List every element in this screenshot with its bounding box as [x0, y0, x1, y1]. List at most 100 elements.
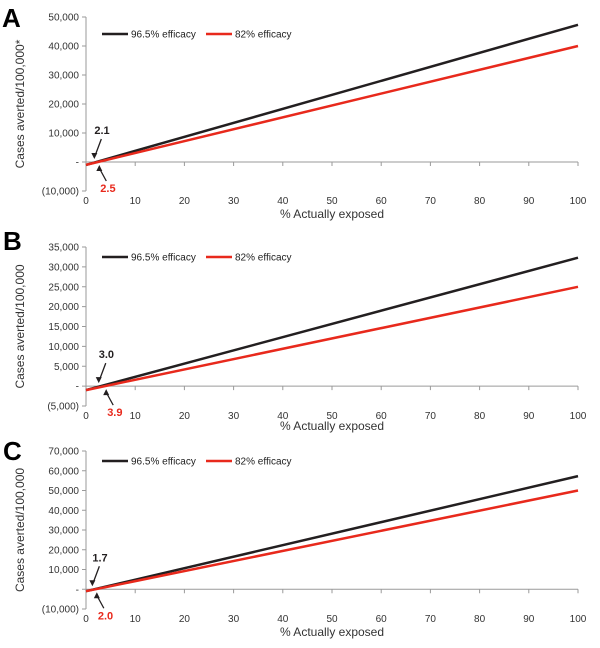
series-line-red [85, 489, 579, 593]
y-tick-label: (10,000) [42, 605, 79, 616]
y-tick-label: 30,000 [48, 71, 79, 82]
x-tick-label: 20 [179, 411, 191, 422]
x-tick-label: 80 [474, 614, 486, 625]
y-tick-label: 10,000 [48, 565, 79, 576]
x-tick-label: 90 [523, 614, 535, 625]
annotation-label: 2.1 [94, 125, 109, 137]
annotation-arrow-head [103, 389, 110, 396]
y-axis-title: Cases averted/100,000 [13, 468, 27, 592]
x-axis-title: % Actually exposed [280, 207, 384, 221]
x-tick-label: 40 [277, 196, 289, 207]
annotation-arrow-shaft [99, 362, 107, 380]
x-tick-label: 40 [277, 614, 289, 625]
x-tick-label: 10 [130, 411, 142, 422]
y-tick-label: - [76, 382, 79, 393]
x-tick-label: 50 [326, 614, 338, 625]
x-tick-label: 100 [570, 196, 587, 207]
x-tick-label: 30 [228, 614, 240, 625]
legend-label: 96.5% efficacy [131, 253, 196, 264]
x-tick-label: 20 [179, 196, 191, 207]
x-tick-label: 80 [474, 196, 486, 207]
annotation-arrow-shaft [97, 596, 105, 609]
annotation-arrow-shaft [94, 138, 102, 156]
legend-label: 96.5% efficacy [131, 457, 196, 468]
y-tick-label: (10,000) [42, 187, 79, 198]
y-tick-label: 20,000 [48, 545, 79, 556]
panel-letter: C [3, 436, 22, 466]
x-axis-title: % Actually exposed [280, 419, 384, 433]
series-line-black [85, 23, 579, 167]
annotation-label: 2.5 [100, 183, 115, 195]
annotation-arrow-head [95, 377, 102, 384]
panel-letter: A [2, 3, 21, 33]
x-tick-label: 0 [83, 411, 89, 422]
y-tick-label: 20,000 [48, 100, 79, 111]
chart-panel-a: A (10,000) - 10,000 20,000 30,000 40,000 50,000… [2, 3, 587, 221]
series-line-black [85, 474, 579, 593]
y-tick-label: 5,000 [54, 362, 79, 373]
y-tick-label: 15,000 [48, 322, 79, 333]
y-tick-label: 20,000 [48, 302, 79, 313]
legend-label: 82% efficacy [235, 457, 292, 468]
y-tick-label: (5,000) [47, 402, 79, 413]
x-axis-title: % Actually exposed [280, 625, 384, 639]
annotation-arrow-head [89, 580, 96, 587]
x-tick-label: 50 [326, 411, 338, 422]
x-tick-label: 100 [570, 411, 587, 422]
x-tick-label: 100 [570, 614, 587, 625]
y-tick-label: 10,000 [48, 342, 79, 353]
y-tick-label: - [76, 158, 79, 169]
y-tick-label: 25,000 [48, 282, 79, 293]
x-tick-label: 20 [179, 614, 191, 625]
y-axis-title: Cases averted/100,000 [13, 264, 27, 388]
series-line-red [85, 44, 579, 167]
x-tick-label: 60 [376, 614, 388, 625]
legend-label: 96.5% efficacy [131, 30, 196, 41]
y-axis-title: Cases averted/100,000* [13, 39, 27, 168]
chart-panel-b: B (5,000) - 5,000 10,000 15,000 20,000 25,000 30… [3, 226, 587, 433]
annotation-label: 2.0 [98, 610, 113, 622]
y-tick-label: 10,000 [48, 129, 79, 140]
x-tick-label: 90 [523, 196, 535, 207]
y-tick-label: 30,000 [48, 262, 79, 273]
series-line-red [85, 285, 579, 392]
x-tick-label: 70 [425, 411, 437, 422]
annotation-arrow-head [93, 592, 100, 599]
annotation-arrow-shaft [99, 169, 107, 182]
annotation-arrow-head [91, 153, 98, 159]
chart-panel-c: C (10,000) - 10,000 20,000 30,000 40,000 50,000… [3, 436, 587, 639]
x-tick-label: 30 [228, 196, 240, 207]
x-tick-label: 90 [523, 411, 535, 422]
annotation-arrow-head [96, 165, 103, 171]
x-tick-label: 10 [130, 614, 142, 625]
y-tick-label: 60,000 [48, 466, 79, 477]
x-tick-label: 40 [277, 411, 289, 422]
legend-label: 82% efficacy [235, 30, 292, 41]
y-tick-label: - [76, 585, 79, 596]
x-tick-label: 50 [326, 196, 338, 207]
y-tick-label: 50,000 [48, 486, 79, 497]
x-tick-label: 60 [376, 411, 388, 422]
annotation-label: 3.0 [99, 349, 114, 361]
x-tick-label: 60 [376, 196, 388, 207]
x-tick-label: 80 [474, 411, 486, 422]
series-line-black [85, 256, 579, 392]
y-tick-label: 30,000 [48, 526, 79, 537]
x-tick-label: 70 [425, 196, 437, 207]
annotation-label: 3.9 [107, 407, 122, 419]
x-tick-label: 0 [83, 614, 89, 625]
legend-label: 82% efficacy [235, 253, 292, 264]
x-tick-label: 70 [425, 614, 437, 625]
panel-letter: B [3, 226, 22, 256]
y-tick-label: 40,000 [48, 42, 79, 53]
annotation-label: 1.7 [92, 552, 107, 564]
y-tick-label: 70,000 [48, 447, 79, 458]
x-tick-label: 10 [130, 196, 142, 207]
y-tick-label: 40,000 [48, 506, 79, 517]
x-tick-label: 0 [83, 196, 89, 207]
annotation-arrow-shaft [92, 566, 100, 583]
y-tick-label: 35,000 [48, 243, 79, 254]
y-tick-label: 50,000 [48, 13, 79, 24]
annotation-arrow-shaft [106, 393, 114, 406]
